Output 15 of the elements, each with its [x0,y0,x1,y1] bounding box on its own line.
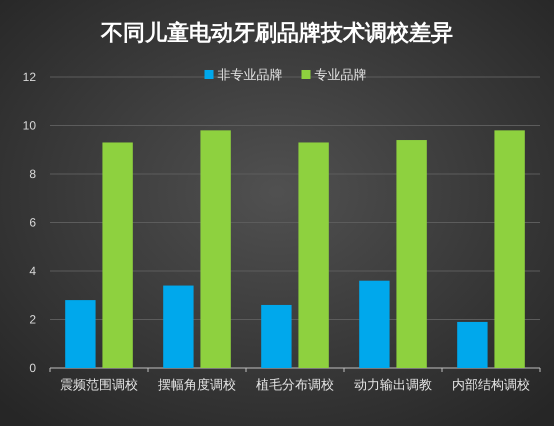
x-tick-label: 植毛分布调校 [256,378,334,393]
y-tick-label: 4 [29,264,36,278]
x-tick-label: 内部结构调校 [452,378,530,393]
y-tick-label: 2 [29,312,36,326]
chart-title: 不同儿童电动牙刷品牌技术调校差异 [100,20,453,46]
x-tick-label: 摆幅角度调校 [158,377,236,393]
legend-label: 非专业品牌 [218,68,282,83]
legend-label: 专业品牌 [314,68,366,83]
y-tick-label: 0 [29,361,36,375]
x-tick-label: 动力输出调教 [354,378,432,393]
y-tick-label: 12 [22,70,36,84]
y-tick-label: 6 [29,216,36,230]
y-tick-label: 10 [22,118,36,132]
x-tick-label: 震频范围调校 [60,378,138,393]
y-tick-label: 8 [29,167,36,181]
